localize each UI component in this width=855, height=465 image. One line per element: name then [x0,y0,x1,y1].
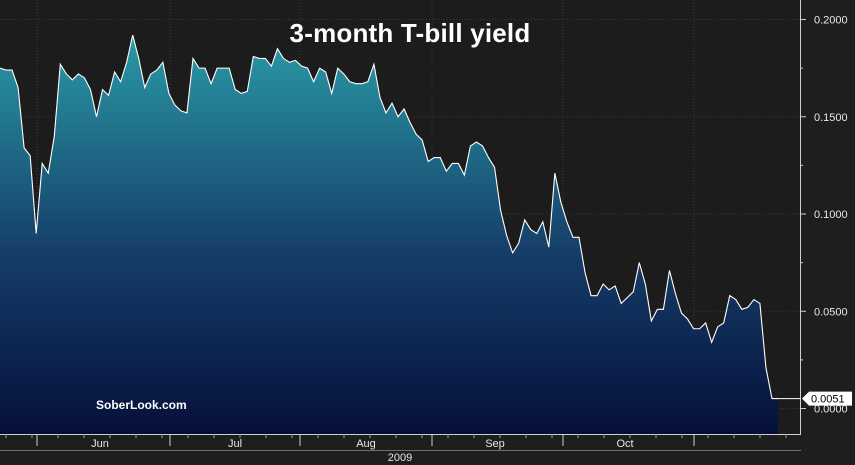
y-tick-label: 0.0500 [814,306,848,318]
x-tick-label: Sep [485,438,505,450]
series-line [0,34,778,400]
x-tick-label: Jul [228,438,242,450]
x-axis-panel [0,434,801,465]
x-tick-label: Aug [356,438,376,450]
x-tick-label: Jun [91,438,109,450]
chart-title: 3-month T-bill yield [289,18,531,48]
last-value-label: 0.0051 [811,394,845,406]
y-axis-panel [800,0,855,465]
last-value-box [802,391,852,406]
y-tick-label: 0.1500 [814,112,848,124]
x-tick-label: Oct [616,438,633,450]
y-tick-label: 0.1000 [814,209,848,221]
x-axis-year-label: 2009 [388,452,412,464]
series-area [0,35,778,435]
y-tick-label: 0.2000 [814,15,848,27]
y-tick-label: 0.0000 [814,404,848,416]
watermark: SoberLook.com [96,398,187,412]
